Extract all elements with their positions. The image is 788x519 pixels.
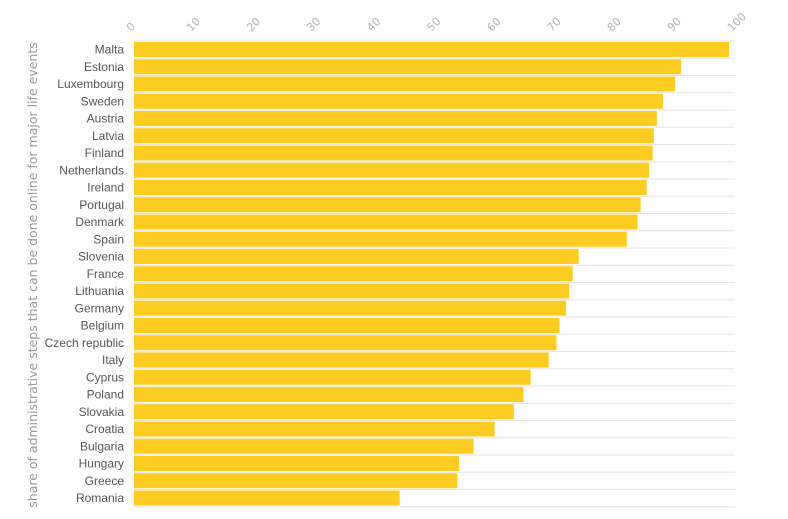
- x-tick-label: 20: [244, 15, 263, 34]
- category-label: Lithuania: [75, 284, 124, 298]
- category-label: Sweden: [81, 94, 124, 108]
- category-label: Italy: [102, 353, 124, 367]
- bar: [134, 266, 573, 282]
- x-tick-label: 50: [424, 15, 443, 34]
- category-label: Malta: [95, 43, 125, 57]
- category-label: Ireland: [87, 181, 124, 195]
- bars: [134, 42, 729, 506]
- category-label: Austria: [87, 112, 125, 126]
- category-label: Hungary: [79, 457, 124, 471]
- bar: [134, 404, 514, 420]
- x-tick-label: 10: [184, 15, 203, 34]
- bar: [134, 369, 531, 385]
- category-label: Luxembourg: [57, 77, 124, 91]
- bar: [134, 387, 524, 402]
- bar: [134, 214, 638, 230]
- bar: [134, 352, 549, 368]
- gridlines: [134, 40, 735, 508]
- bar: [134, 93, 663, 109]
- category-label: Latvia: [92, 129, 124, 143]
- bar: [134, 231, 627, 247]
- bar: [134, 145, 653, 161]
- bar: [134, 456, 460, 471]
- bar: [134, 128, 654, 144]
- category-label: Finland: [85, 146, 124, 160]
- bar: [134, 438, 474, 454]
- category-labels: Malta Estonia Luxembourg Sweden Austria Latvi…: [45, 43, 125, 506]
- x-tick-label: 80: [605, 15, 624, 34]
- y-axis-label: share of administrative steps that can b…: [25, 42, 40, 507]
- category-label: Romania: [76, 491, 124, 505]
- category-label: Denmark: [75, 215, 125, 229]
- bar: [134, 421, 495, 437]
- bar: [134, 249, 579, 264]
- bar: [134, 473, 458, 489]
- bar: [134, 490, 400, 506]
- x-tick-label: 100: [725, 10, 749, 34]
- bar: [134, 42, 729, 57]
- bar: [134, 300, 567, 316]
- x-axis-ticks: 0 10 20 30 40 50 60 70 80 90 100: [124, 10, 749, 34]
- category-label: Czech republic: [45, 336, 124, 350]
- x-tick-label: 90: [665, 15, 684, 34]
- bar: [134, 283, 570, 299]
- category-label: Estonia: [84, 60, 124, 74]
- x-tick-label: 70: [545, 15, 564, 34]
- category-label: Belgium: [81, 319, 124, 333]
- x-tick-label: 40: [364, 15, 383, 34]
- x-tick-label: 30: [304, 15, 323, 34]
- category-label: Portugal: [79, 198, 124, 212]
- bar: [134, 318, 560, 333]
- bar: [134, 76, 675, 92]
- category-label: Germany: [75, 301, 124, 315]
- category-label: Spain: [93, 232, 124, 246]
- bar: [134, 180, 647, 195]
- x-tick-label: 60: [485, 15, 504, 34]
- category-label: Greece: [85, 474, 125, 488]
- category-label: Poland: [87, 388, 124, 402]
- bar: [134, 111, 657, 126]
- category-label: France: [87, 267, 125, 281]
- category-label: Bulgaria: [80, 439, 124, 453]
- bar: [134, 162, 650, 178]
- x-tick-label: 0: [124, 20, 138, 34]
- category-label: Slovenia: [78, 250, 124, 264]
- bar: [134, 335, 557, 351]
- category-label: Croatia: [85, 422, 124, 436]
- category-label: Cyprus: [86, 370, 124, 384]
- bar: [134, 59, 681, 75]
- bar: [134, 197, 641, 213]
- category-label: Netherlands: [59, 163, 124, 177]
- category-label: Slovakia: [79, 405, 125, 419]
